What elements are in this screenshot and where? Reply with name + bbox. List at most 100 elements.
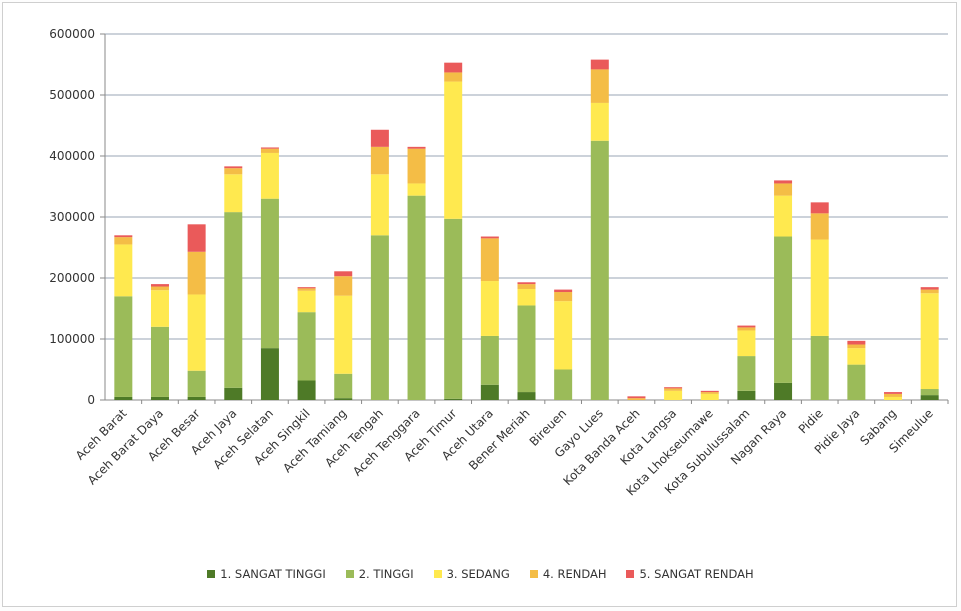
bar-segment [260, 348, 279, 400]
bar-segment [370, 174, 389, 236]
bar-segment [187, 224, 206, 252]
bar-segment [554, 289, 573, 293]
bar-segment [187, 370, 206, 397]
bar-segment [627, 398, 646, 400]
bar-segment [590, 69, 609, 103]
bar-segment [700, 392, 719, 394]
bar-segment [517, 284, 536, 289]
bar-segment [774, 180, 793, 184]
legend-item: 2. TINGGI [345, 567, 414, 581]
bar-segment [517, 288, 536, 306]
bar-segment [370, 146, 389, 175]
bar-segment [554, 369, 573, 400]
bar-segment [187, 294, 206, 371]
bar-segment [810, 202, 829, 214]
chart-legend: 1. SANGAT TINGGI 2. TINGGI 3. SEDANG 4. REN… [0, 567, 961, 581]
bar-segment [884, 393, 903, 397]
bar-segment [444, 398, 463, 400]
bar-segment [114, 244, 133, 297]
bar-segment [334, 373, 353, 399]
bar-segment [847, 364, 866, 400]
bar-segment [920, 395, 939, 400]
bar-segment [297, 290, 316, 313]
x-tick-label: Aceh Tamiang [280, 406, 349, 475]
bar-segment [664, 387, 683, 389]
bar-segment [664, 388, 683, 391]
bar-segment [627, 396, 646, 399]
bar-segment [774, 195, 793, 237]
bar-segment [224, 166, 243, 169]
bar-segment [114, 396, 133, 400]
bar-segment [737, 325, 756, 328]
bar-segment [334, 271, 353, 277]
bar-segment [664, 390, 683, 400]
bar-segment [480, 384, 499, 400]
bar-segment [810, 213, 829, 240]
legend-item: 5. SANGAT RENDAH [626, 567, 754, 581]
bar-segment [370, 235, 389, 400]
bar-segment [407, 146, 426, 149]
bar-segment [737, 390, 756, 400]
legend-swatch [345, 570, 354, 578]
legend-label: 1. SANGAT TINGGI [220, 567, 326, 581]
legend-swatch [207, 570, 216, 578]
bar-segment [920, 289, 939, 294]
bar-segment [114, 296, 133, 397]
bar-segment [150, 396, 169, 400]
legend-label: 2. TINGGI [358, 567, 414, 581]
bar-segment [810, 239, 829, 336]
bar-segment [444, 81, 463, 219]
legend-swatch [529, 570, 538, 578]
bar-segment [187, 251, 206, 295]
bar-segment [150, 286, 169, 291]
bar-segment [407, 195, 426, 400]
legend-item: 4. RENDAH [529, 567, 607, 581]
legend-label: 5. SANGAT RENDAH [639, 567, 754, 581]
legend-label: 4. RENDAH [542, 567, 607, 581]
bar-segment [920, 293, 939, 390]
y-tick-label: 0 [87, 393, 95, 407]
bar-segment [334, 276, 353, 296]
bar-segment [444, 72, 463, 82]
bar-segment [700, 390, 719, 393]
bar-segment [114, 235, 133, 238]
y-tick-label: 100000 [49, 332, 95, 346]
bar-segment [517, 392, 536, 400]
bar-segment [774, 382, 793, 400]
y-tick-label: 500000 [49, 88, 95, 102]
bar-segment [737, 356, 756, 391]
bar-segment [407, 183, 426, 196]
legend-item: 1. SANGAT TINGGI [207, 567, 326, 581]
bar-segment [224, 212, 243, 388]
legend-item: 3. SEDANG [433, 567, 510, 581]
bar-segment [737, 330, 756, 357]
bar-segment [590, 59, 609, 70]
bar-segment [480, 238, 499, 282]
bar-segment [920, 287, 939, 290]
bar-segment [480, 335, 499, 385]
bar-segment [334, 295, 353, 374]
bar-segment [554, 301, 573, 370]
bar-segment [150, 284, 169, 287]
bar-segment [810, 335, 829, 400]
bar-segment [517, 305, 536, 393]
bar-segment [224, 387, 243, 400]
bar-segment [297, 288, 316, 291]
legend-swatch [433, 570, 442, 578]
y-tick-label: 400000 [49, 149, 95, 163]
bar-segment [737, 327, 756, 331]
bar-segment [260, 198, 279, 349]
x-tick-label: Pidie [796, 406, 826, 436]
bar-segment [297, 380, 316, 400]
bar-segment [884, 392, 903, 394]
bar-segment [847, 348, 866, 365]
bar-segment [260, 152, 279, 199]
bar-segment [590, 102, 609, 141]
bar-segment [444, 218, 463, 399]
bar-segment [297, 312, 316, 381]
bar-segment [114, 237, 133, 245]
bar-segment [480, 281, 499, 336]
bar-segment [590, 140, 609, 400]
bar-segment [884, 396, 903, 400]
y-tick-label: 200000 [49, 271, 95, 285]
